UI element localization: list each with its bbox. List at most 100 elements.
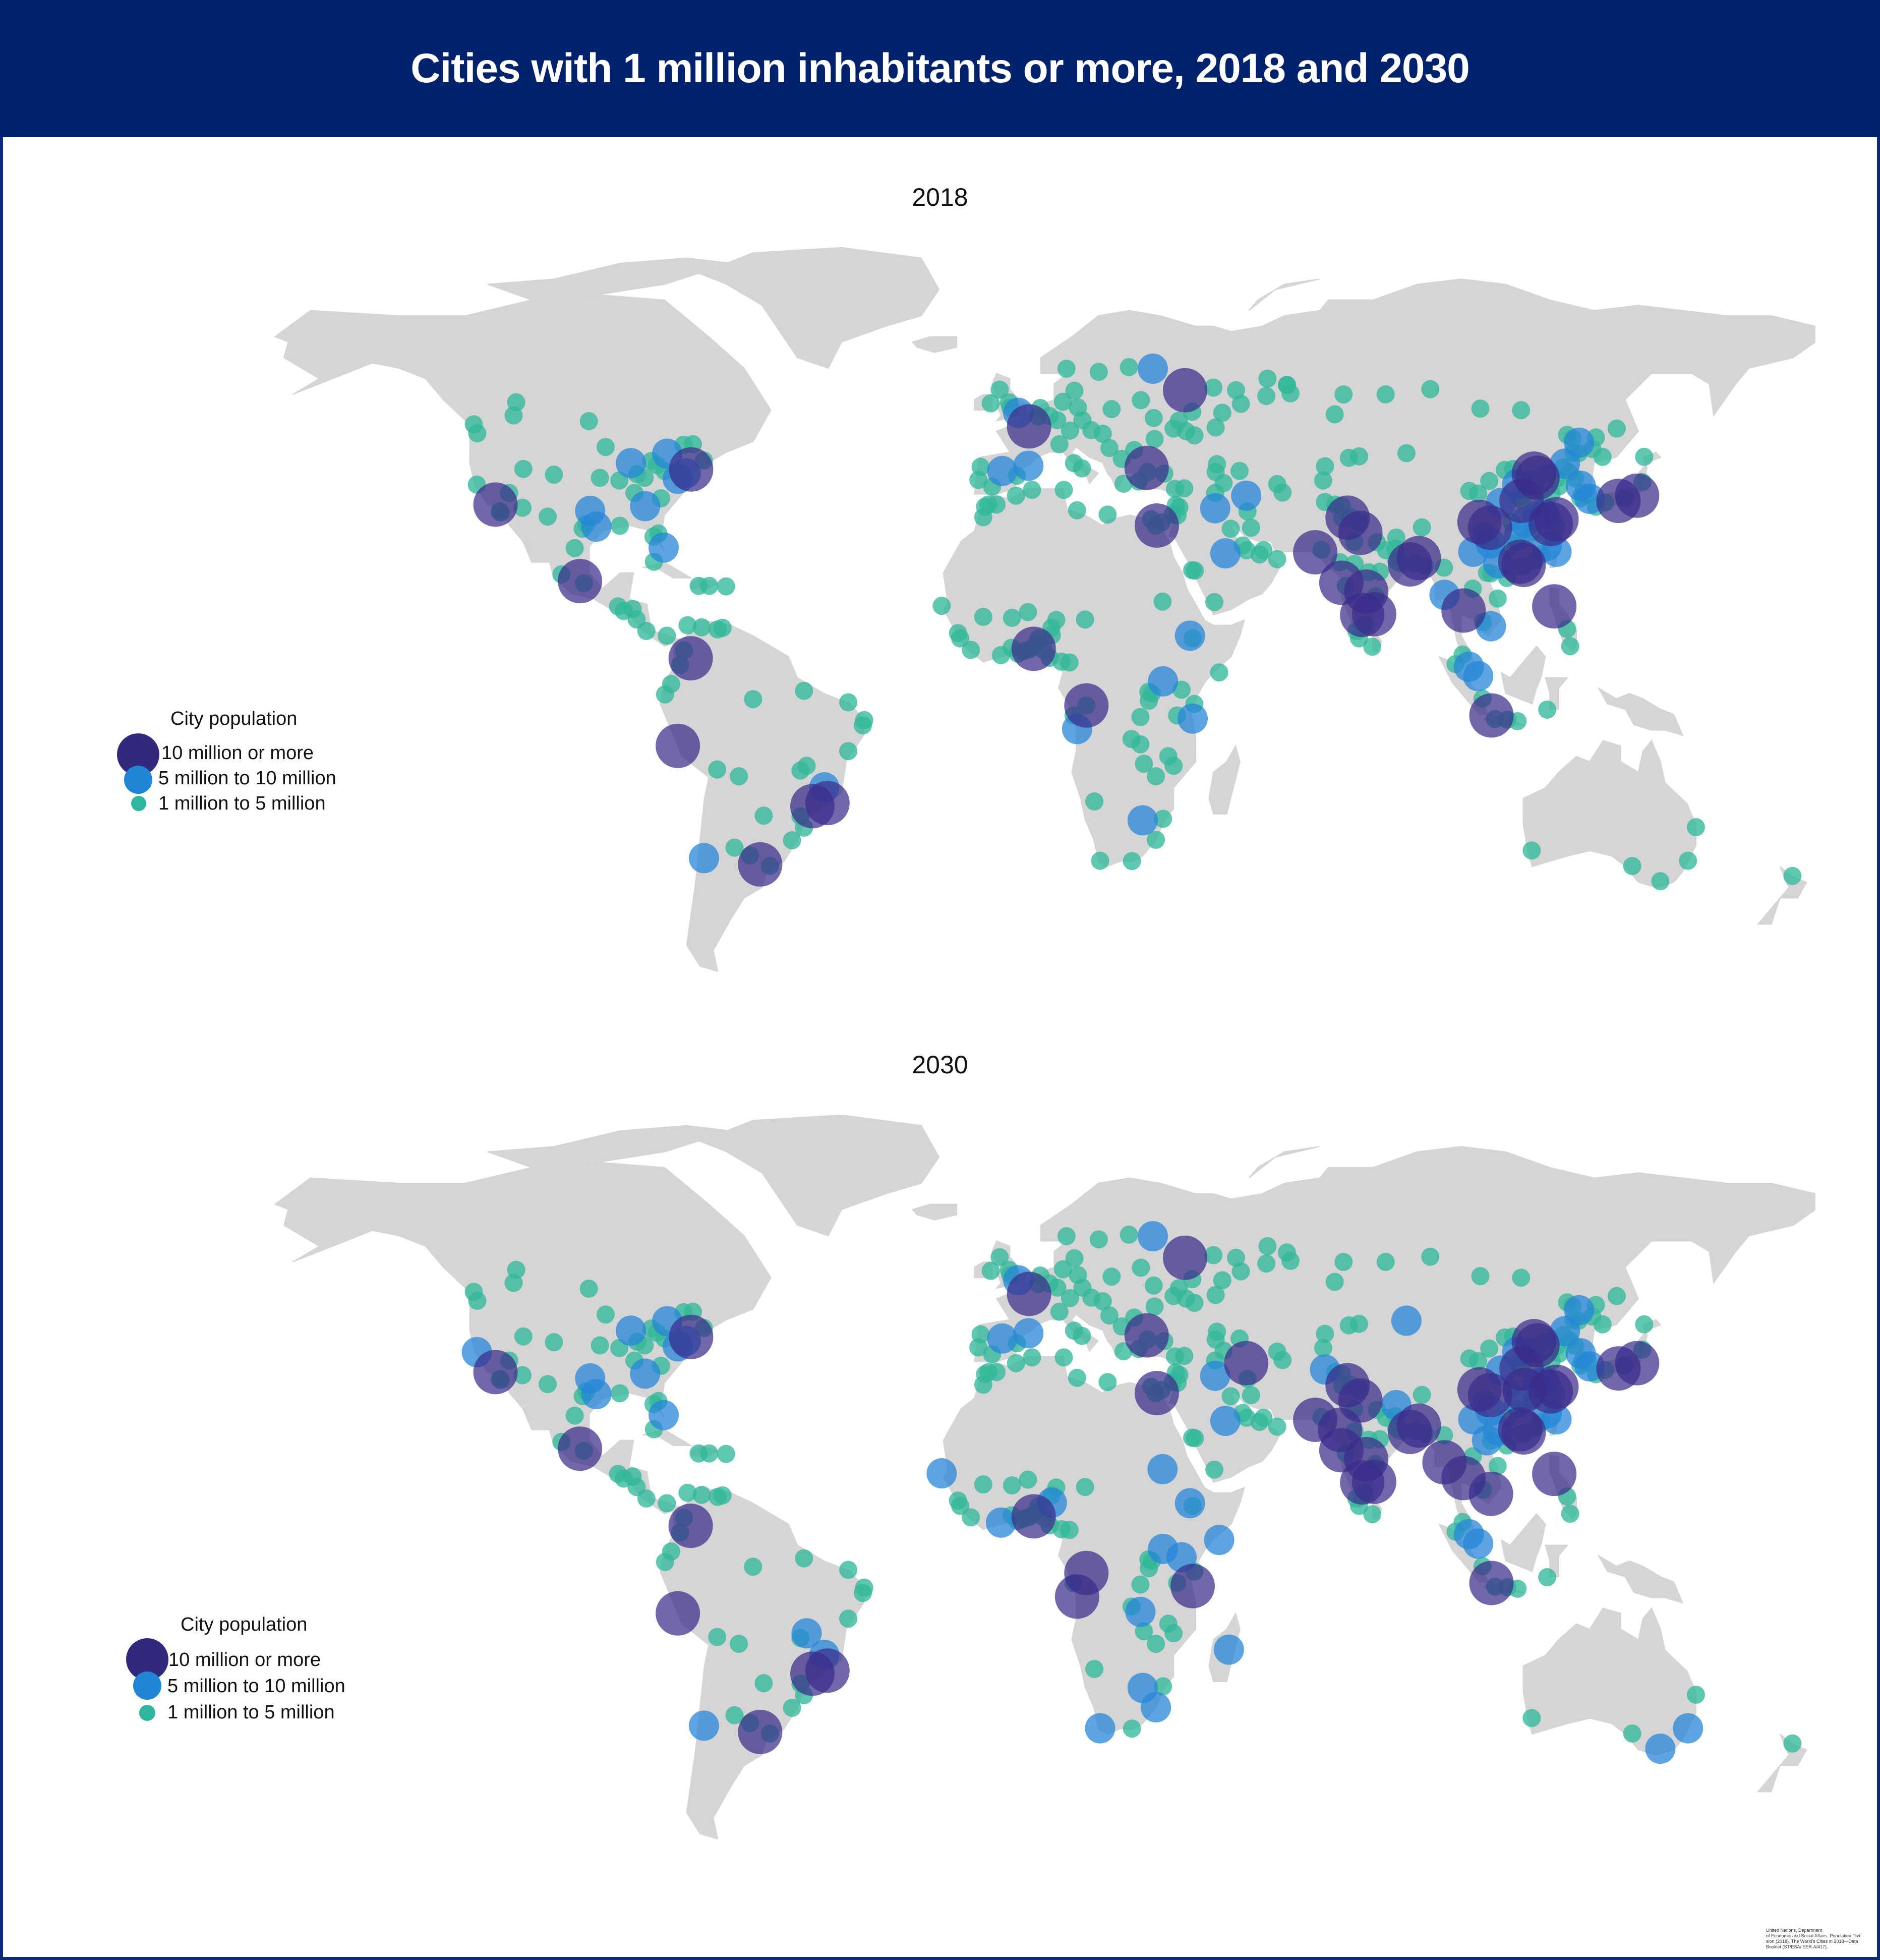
city-marker-small [656,1552,674,1571]
city-marker-small [1073,411,1092,429]
city-marker-small [1268,1417,1286,1436]
city-marker-small [1050,1302,1069,1321]
source-line: of Economic and Social Affairs, Populati… [1766,1933,1862,1938]
city-marker-large [1469,693,1514,738]
city-marker-small [539,507,557,526]
legend-2030: City population 10 million or more 5 mil… [125,1614,407,1725]
city-marker-small [1205,1460,1223,1479]
city-marker-large [738,1709,783,1754]
city-marker-large [473,482,518,527]
city-marker-small [1175,1347,1194,1365]
city-marker-small [1214,474,1233,492]
city-marker-medium [1147,1454,1178,1484]
city-marker-medium [1463,661,1494,691]
city-marker-small [981,394,1000,413]
city-marker-small [1538,701,1557,719]
city-marker-small [1100,1306,1119,1325]
city-marker-small [1145,430,1164,448]
city-marker-small [1132,1258,1150,1277]
city-marker-small [971,457,990,476]
city-marker-small [1421,380,1440,398]
city-marker-small [1131,708,1150,726]
city-marker-small [1488,1457,1507,1475]
city-marker-small [1522,1709,1541,1727]
city-marker-medium [616,1315,647,1346]
city-marker-small [1175,479,1194,498]
city-marker-small [591,469,609,487]
city-marker-medium [791,1618,822,1649]
city-marker-large [1124,1313,1169,1358]
city-marker-small [855,1578,873,1597]
source-line: Booklet (ST/ESA/ SER.A/417). [1766,1944,1828,1949]
city-marker-small [1093,1292,1112,1310]
city-marker-small [754,1674,773,1693]
legend-symbol-small [131,796,146,811]
city-marker-large [558,559,603,604]
city-marker-small [1147,767,1165,786]
city-marker-small [1538,1568,1557,1586]
city-marker-large [1441,588,1486,633]
landmass-greenland [698,247,940,369]
city-marker-small [692,618,711,637]
city-marker-small [1607,1287,1626,1305]
city-marker-small [839,742,858,761]
city-marker-small [1007,1354,1025,1372]
city-marker-small [1123,852,1141,871]
city-marker-small [1376,385,1395,403]
city-marker-small [1098,505,1117,524]
city-marker-large [1596,479,1641,524]
city-marker-small [990,380,1009,399]
city-marker-small [708,760,727,779]
city-marker-small [513,1366,532,1385]
city-marker-small [1221,520,1240,538]
city-marker-small [1061,1289,1079,1307]
city-marker-small [744,690,762,709]
city-marker-medium [1472,1425,1502,1456]
city-marker-small [692,1485,711,1504]
city-marker-large [738,842,783,887]
city-marker-small [1397,444,1416,463]
city-marker-large [1344,569,1389,614]
city-marker-small [1471,1267,1490,1286]
city-marker-large [558,1426,603,1471]
city-marker-small [1050,435,1069,453]
city-marker-small [689,1444,708,1463]
city-marker-small [1048,1279,1067,1297]
city-marker-medium [630,1358,661,1389]
city-marker-small [1159,747,1178,766]
city-marker-small [1480,1339,1499,1358]
city-marker-large [1457,499,1502,544]
city-marker-large [669,447,714,492]
city-marker-small [1068,501,1086,520]
city-marker-small [1019,1470,1037,1489]
city-marker-large [1224,1341,1269,1386]
city-marker-small [1227,1248,1245,1267]
city-marker-small [1076,1478,1094,1496]
city-marker-large [1124,445,1169,490]
city-marker-small [1635,1315,1654,1334]
city-marker-small [615,1469,633,1488]
city-marker-small [1135,755,1153,773]
city-marker-large [1170,1564,1215,1608]
landmass-iceland [911,336,958,353]
legend-title: City population [181,1614,308,1635]
city-marker-large [1054,1574,1099,1619]
city-marker-small [1057,360,1076,378]
city-marker-medium [1231,480,1262,511]
city-marker-medium [1138,1221,1168,1251]
city-marker-large [1011,626,1056,671]
city-marker-medium [1200,493,1230,524]
city-marker-small [1635,447,1654,466]
city-marker-small [1316,457,1334,476]
city-marker-small [565,539,584,557]
city-marker-small [1512,401,1531,420]
legend-label-large: 10 million or more [168,1649,321,1670]
city-marker-small [1073,1279,1092,1297]
legend-symbol-small [139,1705,155,1721]
source-line: sion (2018). The World's Cities in 2018—… [1766,1939,1858,1944]
city-marker-large [1469,1561,1514,1605]
city-marker-small [1089,1230,1108,1249]
city-marker-small [1460,1349,1479,1368]
city-marker-small [1206,418,1225,437]
city-marker-small [591,1336,609,1355]
